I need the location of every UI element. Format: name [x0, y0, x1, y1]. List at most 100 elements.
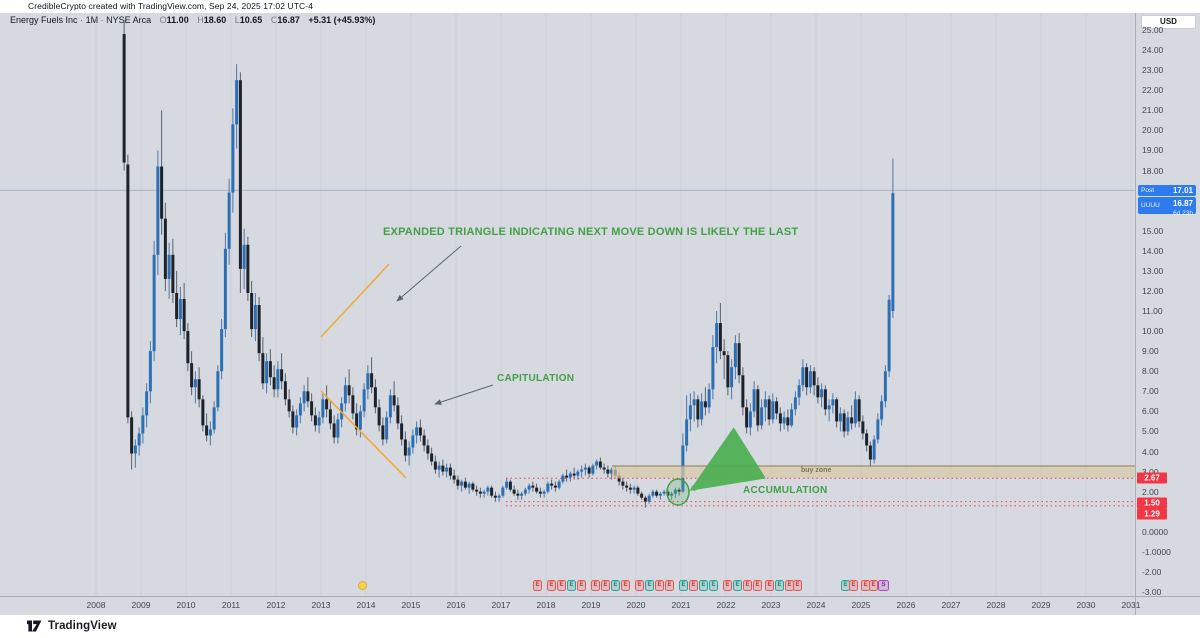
earnings-marker-icon[interactable]: E — [567, 580, 576, 591]
tradingview-logo[interactable]: TradingView — [27, 619, 117, 633]
candle-body — [478, 491, 482, 494]
candle-body — [538, 491, 542, 494]
candle-body — [160, 166, 164, 219]
earnings-marker-icon[interactable]: E — [733, 580, 742, 591]
candle-body — [523, 489, 527, 494]
accumulation-arrow[interactable] — [689, 427, 766, 491]
candle-body — [535, 487, 539, 492]
y-axis-label: 20.00 — [1142, 125, 1164, 136]
earnings-marker-icon[interactable]: E — [753, 580, 762, 591]
candle-body — [831, 399, 835, 406]
change-value: +5.31 (+45.93%) — [308, 15, 376, 25]
candle-body — [542, 491, 546, 494]
candle-body — [223, 248, 227, 330]
candle-body — [853, 399, 857, 424]
y-axis-label: 12.00 — [1142, 285, 1164, 296]
earnings-marker-icon[interactable]: E — [723, 580, 732, 591]
candle-body — [700, 401, 704, 420]
expanded-triangle-trendline[interactable] — [320, 390, 407, 479]
y-axis-label: 2.00 — [1142, 486, 1159, 497]
candle-body — [865, 433, 869, 446]
capitulation-annotation[interactable]: CAPITULATION — [497, 373, 575, 384]
time-axis[interactable]: 2008 2009 2010 2011 2012 2013 2014 2015 2016 2017… — [0, 596, 1200, 616]
candle-body — [512, 489, 516, 494]
earnings-marker-icon[interactable]: E — [709, 580, 718, 591]
buy-zone-rect[interactable] — [612, 465, 1135, 479]
candle-body — [790, 409, 794, 426]
candle-body — [403, 439, 407, 456]
earnings-marker-icon[interactable]: E — [601, 580, 610, 591]
earnings-marker-icon[interactable]: E — [775, 580, 784, 591]
earnings-marker-icon[interactable]: E — [849, 580, 858, 591]
x-axis-year-label: 2010 — [176, 600, 196, 610]
earnings-marker-icon[interactable]: E — [635, 580, 644, 591]
earnings-marker-icon[interactable]: E — [679, 580, 688, 591]
candle-body — [418, 427, 422, 436]
candle-body — [812, 371, 816, 386]
price-chart-canvas[interactable] — [0, 0, 1200, 615]
candle-body — [868, 445, 872, 460]
candle-body — [786, 417, 790, 426]
symbol-title[interactable]: Energy Fuels Inc — [10, 15, 78, 25]
candle-body — [227, 192, 231, 249]
earnings-marker-icon[interactable]: E — [533, 580, 542, 591]
tradingview-logo-text: TradingView — [48, 620, 117, 632]
low-value: 10.65 — [239, 15, 263, 25]
earnings-marker-icon[interactable]: E — [765, 580, 774, 591]
earnings-marker-icon[interactable]: E — [611, 580, 620, 591]
split-marker-icon[interactable]: S — [878, 580, 889, 591]
earnings-marker-icon[interactable]: E — [591, 580, 600, 591]
level-price-badge: 2.67 — [1137, 472, 1167, 484]
annotation-arrow[interactable] — [396, 245, 462, 302]
annotation-arrow[interactable] — [434, 384, 494, 405]
earnings-marker-icon[interactable]: E — [699, 580, 708, 591]
x-axis-year-label: 2018 — [536, 600, 556, 610]
candle-body — [362, 389, 366, 412]
x-axis-year-label: 2022 — [716, 600, 736, 610]
x-axis-year-label: 2024 — [806, 600, 826, 610]
candle-body — [782, 417, 786, 424]
x-axis-year-label: 2015 — [401, 600, 421, 610]
earnings-marker-icon[interactable]: E — [869, 580, 878, 591]
earnings-marker-icon[interactable]: E — [577, 580, 586, 591]
breakout-candle-circle[interactable] — [666, 478, 690, 506]
candle-body — [167, 254, 171, 279]
earnings-marker-icon[interactable]: E — [665, 580, 674, 591]
candle-body — [186, 331, 190, 364]
buy-zone-band[interactable] — [612, 465, 1135, 479]
accumulation-annotation[interactable]: ACCUMULATION — [743, 485, 828, 496]
earnings-marker-icon[interactable]: E — [621, 580, 630, 591]
candle-body — [445, 467, 449, 472]
support-level-lines[interactable] — [506, 477, 1135, 507]
interval-label[interactable]: 1M — [85, 15, 99, 25]
currency-button[interactable]: USD — [1141, 15, 1196, 29]
y-axis-label: 23.00 — [1142, 65, 1164, 76]
candle-body — [253, 304, 257, 330]
earnings-marker-icon[interactable]: E — [743, 580, 752, 591]
earnings-marker-icon[interactable]: E — [689, 580, 698, 591]
candle-body — [422, 435, 426, 446]
legend-separator: · — [80, 15, 84, 25]
candle-body — [463, 481, 467, 488]
candle-body — [726, 355, 730, 388]
candle-body — [673, 489, 677, 494]
candle-body — [565, 475, 569, 478]
candle-body — [381, 425, 385, 440]
earnings-marker-icon[interactable]: E — [793, 580, 802, 591]
expanded-triangle-trendline[interactable] — [320, 263, 390, 338]
price-axis[interactable]: USD 25.00 24.00 23.00 22.00 21.00 20.00 19.00 1… — [1135, 13, 1200, 615]
earnings-marker-icon[interactable]: E — [655, 580, 664, 591]
candle-body — [351, 395, 355, 414]
candle-body — [433, 461, 437, 470]
expanded-triangle-annotation[interactable]: EXPANDED TRIANGLE INDICATING NEXT MOVE D… — [383, 226, 799, 238]
earnings-marker-icon[interactable]: E — [557, 580, 566, 591]
earnings-marker-icon[interactable]: E — [547, 580, 556, 591]
candle-body — [190, 363, 194, 388]
earnings-marker-icon[interactable]: E — [645, 580, 654, 591]
drawing-overlays[interactable] — [320, 245, 766, 506]
candle-body — [636, 487, 640, 494]
candle-body — [178, 298, 182, 320]
credit-strip: CredibleCrypto created with TradingView.… — [0, 0, 1200, 13]
dividend-coin-icon[interactable] — [358, 581, 367, 590]
y-axis-label: 14.00 — [1142, 245, 1164, 256]
